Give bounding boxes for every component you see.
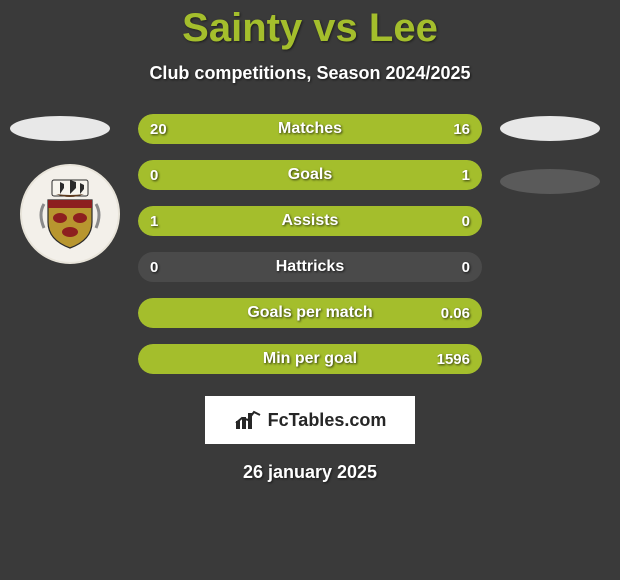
stat-value-right: 0 bbox=[462, 252, 470, 282]
stat-value-right: 1 bbox=[462, 160, 470, 190]
stat-bar: 1Assists0 bbox=[138, 206, 482, 236]
bars-column: 20Matches160Goals11Assists00Hattricks0Go… bbox=[138, 114, 482, 390]
stat-label: Goals bbox=[138, 160, 482, 190]
stat-label: Hattricks bbox=[138, 252, 482, 282]
stat-bar: 20Matches16 bbox=[138, 114, 482, 144]
stats-area: 20Matches160Goals11Assists00Hattricks0Go… bbox=[0, 114, 620, 384]
club-crest-left bbox=[20, 164, 120, 264]
stat-label: Min per goal bbox=[138, 344, 482, 374]
branding-panel: FcTables.com bbox=[205, 396, 415, 444]
oval-left bbox=[10, 116, 110, 141]
stat-value-right: 0 bbox=[462, 206, 470, 236]
branding-text: FcTables.com bbox=[268, 410, 387, 431]
stat-bar: 0Hattricks0 bbox=[138, 252, 482, 282]
stat-value-right: 0.06 bbox=[441, 298, 470, 328]
oval-right-top bbox=[500, 116, 600, 141]
oval-right-mid bbox=[500, 169, 600, 194]
stat-value-right: 1596 bbox=[437, 344, 470, 374]
date-text: 26 january 2025 bbox=[0, 462, 620, 483]
stat-label: Assists bbox=[138, 206, 482, 236]
stat-value-right: 16 bbox=[453, 114, 470, 144]
stat-bar: Min per goal1596 bbox=[138, 344, 482, 374]
stat-bar: Goals per match0.06 bbox=[138, 298, 482, 328]
stat-bar: 0Goals1 bbox=[138, 160, 482, 190]
page-title: Sainty vs Lee bbox=[0, 0, 620, 51]
fctables-chart-icon bbox=[234, 409, 262, 431]
crest-icon bbox=[30, 174, 110, 254]
subtitle: Club competitions, Season 2024/2025 bbox=[0, 63, 620, 84]
stat-label: Goals per match bbox=[138, 298, 482, 328]
stat-label: Matches bbox=[138, 114, 482, 144]
